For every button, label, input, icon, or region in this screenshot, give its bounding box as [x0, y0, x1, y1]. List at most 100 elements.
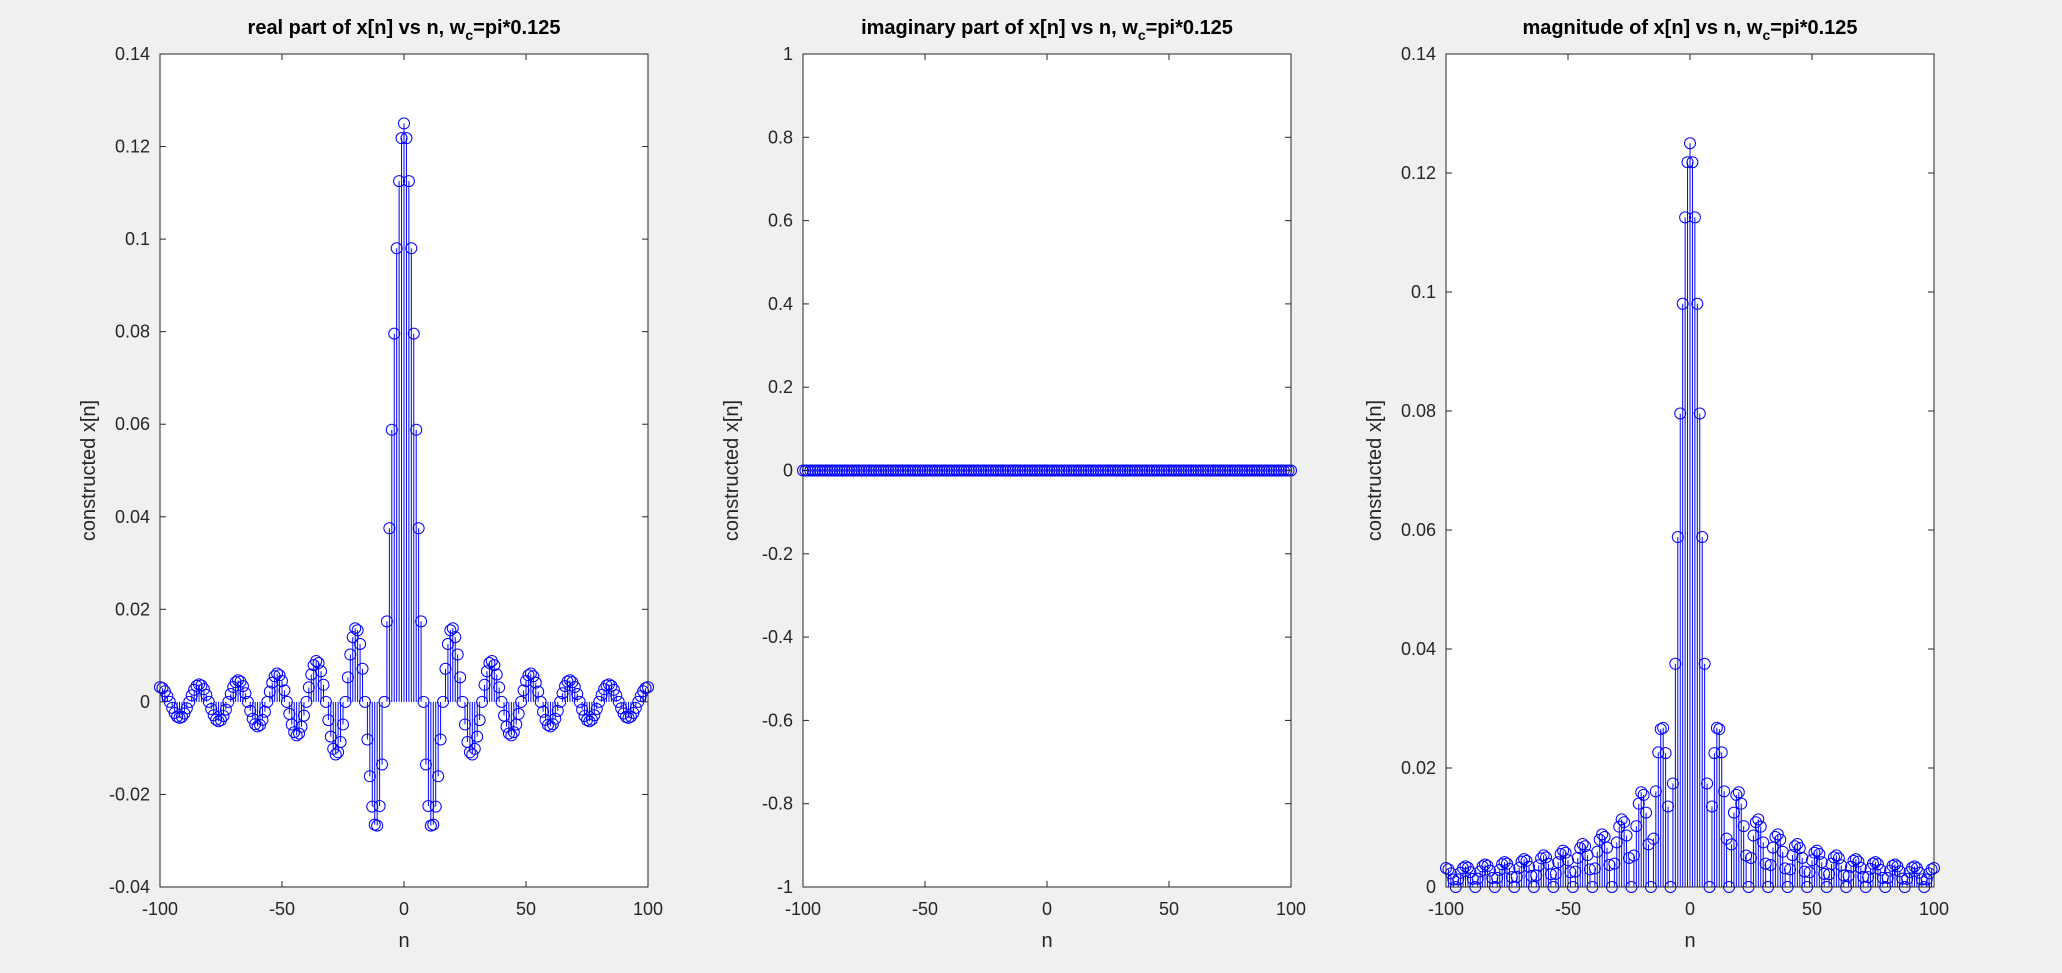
stem-marker: [302, 681, 315, 694]
charts: -100 -50 0 50 100-0.04-0.0200.020.040.060.08…: [78, 17, 1949, 952]
stem-marker: [1520, 854, 1533, 867]
stem-marker: [434, 733, 447, 746]
y-tick-label: 0.2: [768, 377, 793, 397]
stem-marker: [848, 464, 861, 477]
stem-marker: [502, 727, 515, 740]
y-axis-label: constructed x[n]: [78, 400, 100, 541]
stem-marker: [982, 464, 995, 477]
stem-marker: [892, 464, 905, 477]
stem-marker: [190, 679, 203, 692]
stem-series: [1440, 137, 1940, 893]
x-tick-label: -50: [912, 899, 938, 919]
stem-marker: [975, 464, 988, 477]
stem-marker: [826, 464, 839, 477]
stem-marker: [845, 464, 858, 477]
x-axis-label: n: [1684, 930, 1695, 952]
stem-marker: [183, 695, 196, 708]
stem-marker: [862, 464, 875, 477]
stem-marker: [1114, 464, 1127, 477]
stem-marker: [622, 711, 635, 724]
stem-marker: [493, 681, 506, 694]
stem-marker: [417, 695, 430, 708]
stem-marker: [919, 464, 931, 477]
stem-marker: [256, 713, 269, 726]
stem-marker: [1501, 857, 1513, 870]
stem-marker: [1214, 464, 1227, 477]
stem-marker: [833, 464, 846, 477]
stem-marker: [1476, 860, 1489, 873]
x-tick-label: 0: [1042, 899, 1052, 919]
chart-title-main: real part of x[n] vs n, w: [248, 17, 466, 39]
stem-marker: [1757, 836, 1770, 849]
stem-marker: [1131, 464, 1144, 477]
stem-marker: [456, 695, 469, 708]
stem-marker: [1666, 777, 1679, 790]
stem-marker: [987, 464, 1000, 477]
y-tick-label: -0.04: [109, 877, 150, 897]
stem-marker: [459, 718, 471, 731]
stem-marker: [838, 464, 851, 477]
stem-marker: [341, 671, 354, 684]
stem-marker: [1540, 851, 1553, 864]
stem-marker: [1693, 407, 1706, 420]
stem-marker: [1896, 872, 1909, 885]
stem-marker: [818, 464, 831, 477]
stem-marker: [911, 464, 924, 477]
stem-marker: [1250, 464, 1263, 477]
stem-marker: [799, 464, 812, 477]
y-tick-label: 0.1: [1411, 282, 1436, 302]
stem-marker: [1153, 464, 1166, 477]
stem-marker: [840, 464, 853, 477]
stem-marker: [1221, 464, 1234, 477]
stem-marker: [1752, 813, 1765, 826]
x-tick-label: 50: [1159, 899, 1179, 919]
stem-series: [154, 117, 654, 832]
stem-marker: [1175, 464, 1188, 477]
stem-marker: [1847, 854, 1860, 867]
stem-marker: [605, 679, 618, 692]
stem-marker: [205, 703, 218, 716]
stem-marker: [1681, 156, 1694, 169]
stem-marker: [1245, 464, 1258, 477]
stem-marker: [836, 464, 849, 477]
stem-marker: [1014, 464, 1027, 477]
stem-marker: [522, 669, 535, 682]
stem-marker: [1158, 464, 1171, 477]
stem-marker: [1148, 464, 1161, 477]
stem-marker: [1901, 872, 1914, 885]
stem-marker: [612, 695, 625, 708]
stem-marker: [317, 678, 330, 691]
stem-marker: [1111, 464, 1124, 477]
stem-marker: [1737, 820, 1750, 833]
stem-marker: [1172, 464, 1185, 477]
stem-marker: [938, 464, 951, 477]
stem-marker: [407, 327, 420, 340]
stem-marker: [1138, 464, 1151, 477]
y-tick-label: 0.06: [1401, 520, 1436, 540]
stem-marker: [1050, 464, 1063, 477]
stem-marker: [1881, 872, 1894, 885]
stem-marker: [1031, 464, 1044, 477]
stem-marker: [471, 730, 484, 743]
stem-marker: [468, 742, 481, 755]
stem-marker: [816, 464, 829, 477]
stem-marker: [402, 175, 415, 188]
stem-marker: [921, 464, 934, 477]
y-tick-label: 0.02: [1401, 758, 1436, 778]
stem-marker: [400, 132, 413, 145]
stem-marker: [1725, 838, 1738, 851]
y-axis-label: constructed x[n]: [1364, 400, 1386, 541]
stem-marker: [1058, 464, 1071, 477]
x-tick-label: 0: [1685, 899, 1695, 919]
stem-marker: [865, 464, 878, 477]
stem-marker: [507, 726, 520, 739]
stem-marker: [1732, 786, 1745, 799]
stem-marker: [1718, 785, 1731, 798]
stem-marker: [339, 695, 352, 708]
stem-marker: [1452, 873, 1465, 886]
stem-marker: [1248, 464, 1261, 477]
stem-marker: [1150, 464, 1163, 477]
stem-marker: [1749, 816, 1762, 829]
stem-marker: [356, 662, 369, 675]
stem-marker: [171, 710, 184, 723]
